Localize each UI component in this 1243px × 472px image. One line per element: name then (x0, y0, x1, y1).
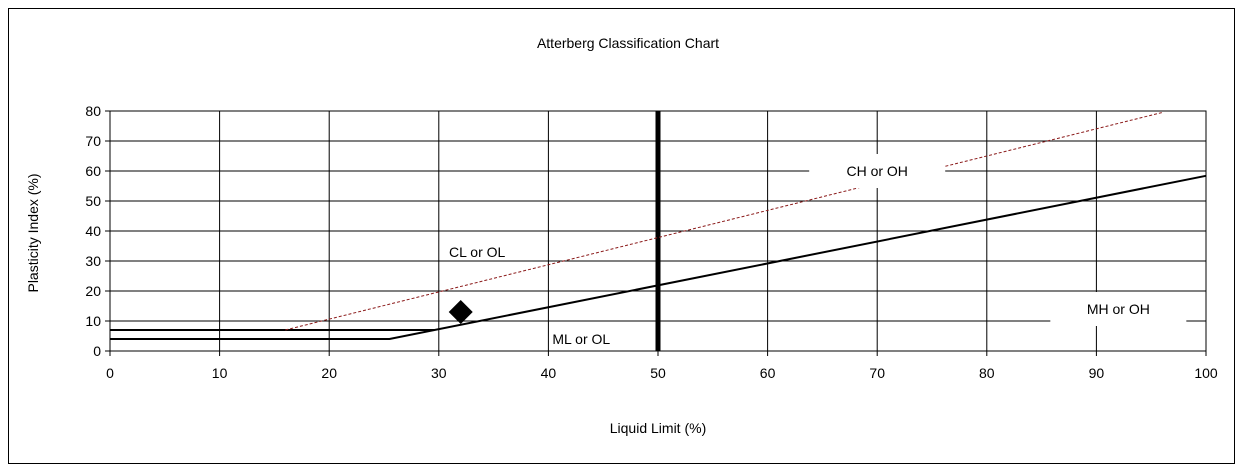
x-tick-label: 40 (541, 365, 557, 381)
x-tick-label: 30 (431, 365, 447, 381)
series-layer (110, 111, 1207, 351)
zone-label: CH or OH (846, 163, 907, 179)
y-tick-label: 50 (85, 193, 101, 209)
x-tick-label: 50 (650, 365, 666, 381)
y-tick-label: 40 (85, 223, 101, 239)
zone-label-background (809, 154, 946, 188)
series-line (110, 174, 1207, 340)
y-tick-label: 10 (85, 313, 101, 329)
x-tick-label: 100 (1194, 365, 1218, 381)
y-tick-label: 70 (85, 133, 101, 149)
zone-label-background (1050, 292, 1187, 326)
x-tick-label: 0 (106, 365, 114, 381)
series-line (285, 112, 1163, 331)
x-tick-label: 10 (212, 365, 228, 381)
tick-labels: 0 10 20 30 40 50 60 70 80 90 100 0 10 20 30 40 50 60 70 80 (85, 103, 1217, 381)
zone-label: MH or OH (1087, 301, 1150, 317)
x-tick-label: 80 (979, 365, 995, 381)
y-tick-label: 20 (85, 283, 101, 299)
x-tick-label: 90 (1089, 365, 1105, 381)
y-tick-label: 80 (85, 103, 101, 119)
x-tick-label: 20 (321, 365, 337, 381)
chart-title: Atterberg Classification Chart (537, 35, 719, 51)
x-tick-label: 60 (760, 365, 776, 381)
atterberg-chart: Atterberg Classification Chart CH or OHC… (25, 35, 1218, 436)
y-tick-label: 60 (85, 163, 101, 179)
x-axis-label: Liquid Limit (%) (610, 420, 706, 436)
zone-label: CL or OL (449, 244, 505, 260)
zone-label: ML or OL (552, 331, 610, 347)
y-tick-label: 30 (85, 253, 101, 269)
data-point-diamond (448, 300, 473, 324)
y-axis-label: Plasticity Index (%) (25, 173, 41, 292)
y-tick-label: 0 (93, 343, 101, 359)
chart-frame: Atterberg Classification Chart CH or OH C… (8, 8, 1235, 464)
zone-labels: CH or OH CL or OL ML or OL MH or OH (449, 154, 1187, 347)
x-tick-label: 70 (869, 365, 885, 381)
